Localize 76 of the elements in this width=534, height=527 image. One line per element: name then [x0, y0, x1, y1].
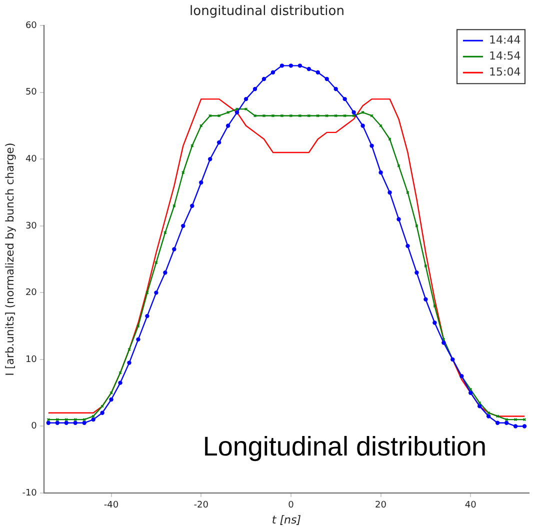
- legend-label: 14:54: [489, 49, 521, 62]
- point: [316, 70, 320, 74]
- chart-title: longitudinal distribution: [190, 4, 344, 20]
- point: [486, 414, 491, 418]
- point: [226, 124, 230, 128]
- y-axis-title: I [arb.units] (normalized by bunch charge): [3, 142, 16, 376]
- point: [82, 420, 86, 425]
- point: [208, 157, 212, 162]
- x-tick-label: 20: [375, 500, 387, 511]
- point: [370, 144, 374, 148]
- point: [244, 96, 248, 102]
- y-tick-label: 60: [25, 20, 38, 31]
- annotation: Longitudinal distribution: [202, 431, 487, 462]
- x-tick-label: -40: [104, 500, 119, 511]
- point: [136, 337, 140, 342]
- y-tick-label: -10: [22, 488, 38, 498]
- point: [477, 404, 482, 408]
- point: [109, 397, 114, 402]
- point: [216, 140, 222, 145]
- point: [199, 180, 204, 185]
- point: [154, 290, 158, 295]
- point: [100, 410, 104, 415]
- point: [145, 314, 150, 318]
- point: [127, 360, 132, 365]
- y-tick-label: 50: [25, 88, 38, 98]
- x-tick-label: 0: [288, 500, 294, 511]
- point: [226, 110, 230, 114]
- point: [234, 110, 240, 115]
- y-tick-label: 40: [25, 154, 38, 164]
- point: [468, 390, 473, 395]
- point: [262, 76, 266, 82]
- point: [406, 244, 410, 248]
- point: [91, 417, 96, 422]
- point: [360, 124, 365, 128]
- point: [181, 224, 186, 228]
- point: [172, 247, 176, 252]
- point: [442, 340, 446, 345]
- point: [324, 76, 329, 82]
- point: [73, 420, 78, 425]
- x-tick-label: -20: [194, 500, 209, 511]
- point: [64, 420, 68, 425]
- point: [298, 64, 302, 68]
- point: [56, 418, 60, 422]
- point: [64, 418, 68, 422]
- y-tick-label: 20: [25, 288, 38, 298]
- point: [46, 420, 50, 425]
- point: [495, 420, 500, 425]
- y-tick-label: 10: [25, 354, 38, 365]
- x-tick-label: 40: [464, 500, 477, 511]
- point: [352, 110, 356, 115]
- point: [388, 190, 392, 195]
- point: [432, 320, 437, 325]
- point: [342, 96, 347, 102]
- point: [414, 270, 419, 275]
- y-tick-label: 0: [31, 422, 38, 432]
- point: [396, 217, 401, 222]
- point: [513, 424, 518, 428]
- point: [288, 64, 294, 68]
- point: [378, 170, 383, 175]
- point: [424, 297, 428, 302]
- x-axis-title: t [ns]: [272, 513, 302, 526]
- point: [504, 420, 509, 425]
- point: [182, 170, 185, 174]
- point: [522, 424, 527, 428]
- point: [306, 66, 312, 72]
- point: [280, 64, 284, 68]
- point: [334, 86, 338, 92]
- y-tick-label: 30: [25, 221, 38, 232]
- legend-label: 15:04: [489, 65, 521, 78]
- point: [55, 420, 60, 425]
- point: [190, 204, 194, 208]
- point: [163, 270, 168, 275]
- point: [118, 380, 122, 385]
- point: [252, 86, 258, 92]
- legend-label: 14:44: [489, 33, 521, 46]
- point: [270, 70, 276, 74]
